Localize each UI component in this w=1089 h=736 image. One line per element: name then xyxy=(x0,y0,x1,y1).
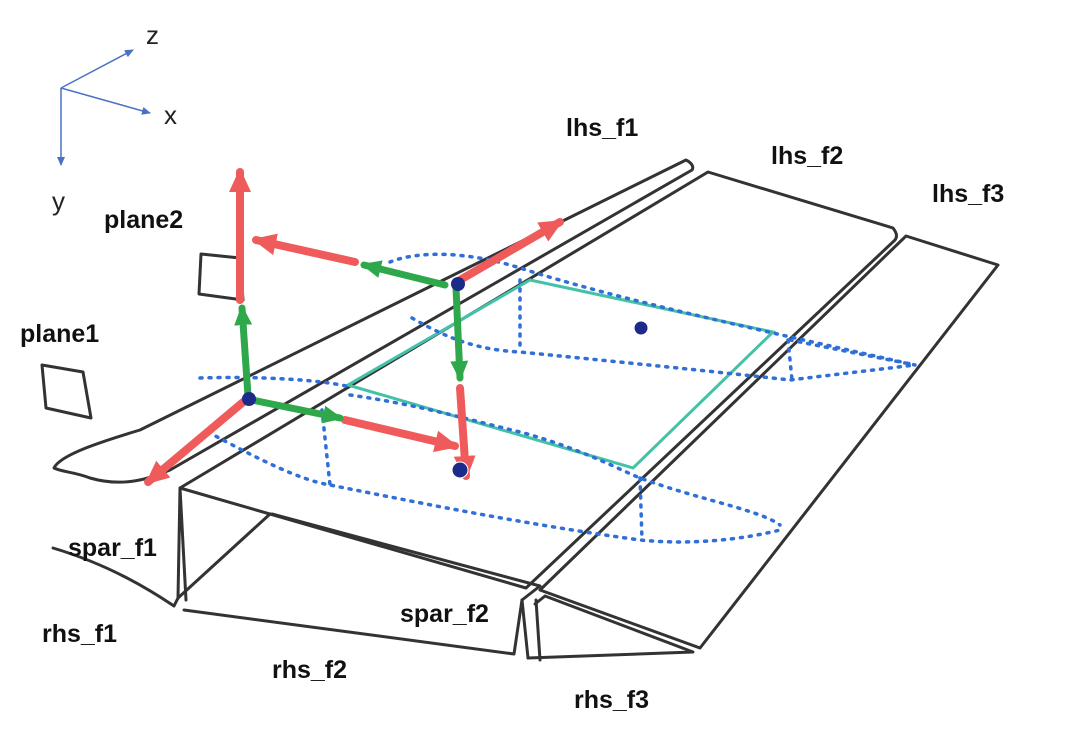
green-arrow-right xyxy=(248,396,344,424)
node-center xyxy=(633,320,649,336)
green-arrow-left xyxy=(360,260,449,289)
label-rhs-f2: rhs_f2 xyxy=(272,656,348,684)
label-spar-f2: spar_f2 xyxy=(400,600,489,628)
section-plane xyxy=(344,278,777,470)
label-rhs-f1: rhs_f1 xyxy=(42,620,118,648)
green-arrow-down xyxy=(450,284,469,382)
nodes xyxy=(242,277,649,479)
node-top xyxy=(451,277,465,291)
red-arrow-right xyxy=(341,416,459,453)
upper-rib-top xyxy=(198,375,348,388)
red-arrow-down xyxy=(453,384,476,480)
rib-vert-1 xyxy=(320,408,332,487)
green-arrow-up xyxy=(234,304,253,400)
rib-upper-lower xyxy=(348,393,782,527)
spar-panels xyxy=(176,486,542,662)
rib-contours xyxy=(198,252,917,544)
label-rhs-f3: rhs_f3 xyxy=(574,686,650,714)
label-lhs-f3: lhs_f3 xyxy=(932,180,1005,208)
axis-x-label: x xyxy=(164,100,177,130)
lhs-f3-panel xyxy=(538,234,1000,650)
lhs-f2-panel xyxy=(178,170,898,590)
rhs-f2-panel xyxy=(182,512,542,656)
axis-z xyxy=(60,49,134,89)
node-bottom xyxy=(451,461,469,479)
spar-f1-web xyxy=(176,486,188,602)
axis-y-label: y xyxy=(52,186,65,216)
rib-vert-3 xyxy=(638,476,644,542)
axis-x xyxy=(60,87,151,115)
rib-top-arc xyxy=(388,252,917,367)
green-local-arrows xyxy=(234,260,469,424)
plane1-square xyxy=(40,363,93,420)
rib-lower-arc xyxy=(206,430,782,544)
label-plane1: plane1 xyxy=(20,320,100,348)
axis-triad xyxy=(57,49,151,166)
axis-z-label: z xyxy=(146,20,159,50)
spar-f2-web xyxy=(520,598,542,662)
lhs-f1-panel xyxy=(52,158,695,484)
node-left xyxy=(242,392,256,406)
label-lhs-f2: lhs_f2 xyxy=(771,142,844,170)
red-force-arrows xyxy=(144,168,564,486)
label-plane2: plane2 xyxy=(104,206,184,234)
red-arrow-up-right xyxy=(456,218,564,284)
rhs-f1-panel xyxy=(51,512,272,608)
lhs-panels xyxy=(52,158,1000,650)
label-spar-f1: spar_f1 xyxy=(68,534,157,562)
label-lhs-f1: lhs_f1 xyxy=(566,114,639,142)
rib-diag-right xyxy=(788,338,917,367)
rib-vert-4 xyxy=(786,338,794,382)
red-arrow-left xyxy=(252,233,359,266)
rhs-f3-panel xyxy=(526,594,695,660)
red-arrow-down-left xyxy=(144,394,252,486)
